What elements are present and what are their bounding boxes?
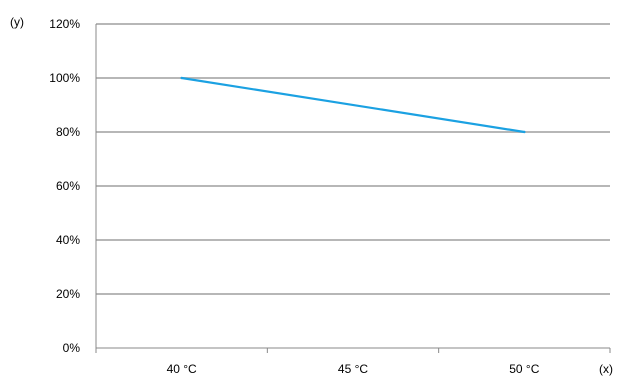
x-tick-label: 50 °C xyxy=(509,362,539,376)
y-tick-label: 40% xyxy=(56,233,80,247)
x-tick-labels: 40 °C 45 °C 50 °C xyxy=(167,362,540,376)
y-tick-label: 0% xyxy=(63,341,81,355)
y-tick-label: 60% xyxy=(56,179,80,193)
gridlines xyxy=(96,23,610,295)
data-point xyxy=(523,130,526,134)
y-tick-label: 100% xyxy=(49,71,80,85)
y-axis-label: (y) xyxy=(10,15,24,29)
series xyxy=(180,76,526,134)
y-tick-label: 20% xyxy=(56,287,80,301)
y-tick-label: 80% xyxy=(56,125,80,139)
data-point xyxy=(180,76,183,80)
x-axis-label: (x) xyxy=(599,362,613,376)
x-tick-label: 45 °C xyxy=(338,362,368,376)
y-tick-labels: 0% 20% 40% 60% 80% 100% 120% xyxy=(49,17,80,355)
axes xyxy=(95,24,611,353)
series-line xyxy=(181,76,525,134)
x-tick-label: 40 °C xyxy=(167,362,197,376)
y-tick-label: 120% xyxy=(49,17,80,31)
